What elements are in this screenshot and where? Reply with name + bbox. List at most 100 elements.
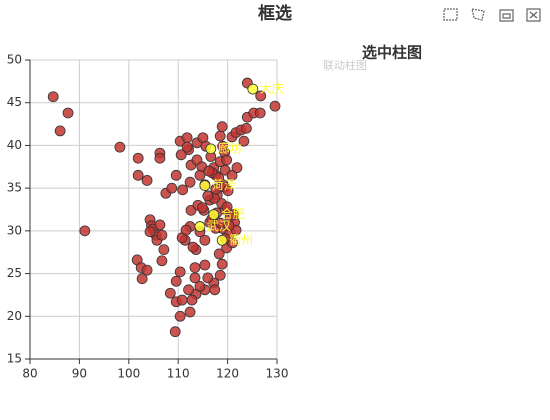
point [203,165,215,177]
point [187,241,199,253]
point-label: 菏泽 [212,178,236,192]
point [255,90,267,102]
point [209,284,221,296]
point [223,220,235,232]
point [208,209,220,221]
point [183,284,194,296]
point [132,152,144,164]
point [174,266,186,278]
y-tick-label: 50 [7,53,22,67]
point [177,184,189,196]
point [170,275,182,287]
point [202,272,214,284]
point [238,135,250,147]
point [136,273,148,285]
point [189,272,201,284]
point [194,221,206,232]
point [210,183,222,195]
point [216,234,228,246]
point [194,169,206,181]
point [231,162,243,174]
point-label: 廊坊 [218,140,242,155]
point [221,201,233,213]
point [62,107,74,119]
point [175,149,187,161]
point [141,264,153,276]
point [222,185,234,197]
x-tick-label: 100 [117,367,140,381]
point [240,122,252,134]
point-label: 衢州 [229,233,253,247]
point [226,169,238,181]
point [156,229,168,241]
point [181,141,193,153]
rect-select-icon[interactable] [443,8,458,21]
point [79,225,91,237]
point [156,255,168,267]
point [217,140,229,152]
point [197,202,208,214]
x-tick-label: 80 [22,367,37,381]
clear-select-icon[interactable] [526,8,541,22]
point [181,132,193,144]
y-tick-label: 30 [7,223,22,237]
point [154,152,166,164]
point [176,294,188,306]
point [214,130,226,142]
point [184,176,196,188]
point [213,172,225,184]
point [228,209,239,221]
point [199,180,211,191]
point [47,91,59,103]
point [164,287,176,299]
polygon-select-icon[interactable] [471,8,485,21]
point [221,154,233,166]
point [166,182,178,194]
point [254,107,266,119]
point [170,169,182,181]
x-tick-label: 90 [72,367,87,381]
point [132,169,144,181]
point [154,219,166,231]
point [202,190,214,202]
point [269,100,281,112]
point [141,175,153,186]
toolbox [443,8,541,22]
point-label: 合肥 [221,206,245,221]
y-tick-label: 20 [7,309,22,323]
chart-title: 框选 [258,3,292,24]
point [184,306,196,318]
point [216,258,228,270]
point [169,326,181,338]
x-tick-label: 110 [167,367,190,381]
bar-chart-title: 选中柱图 [362,44,422,62]
point-label: 大庆 [260,82,284,96]
y-tick-label: 15 [7,352,22,366]
point [194,280,206,292]
point [214,269,226,281]
point [158,244,170,256]
y-tick-label: 25 [7,266,22,280]
point [189,262,201,273]
x-tick-label: 130 [266,367,289,381]
legend-label: 联动柱图 [323,58,367,72]
point [144,226,156,238]
x-tick-label: 120 [216,367,239,381]
y-tick-label: 35 [7,181,22,195]
point [247,83,259,95]
point-label: 武汉 [207,219,231,233]
point [199,234,211,246]
y-tick-label: 40 [7,138,22,152]
point [174,310,186,322]
point [205,143,217,155]
y-tick-label: 45 [7,95,22,109]
keep-select-icon[interactable] [499,9,514,22]
point [114,141,126,153]
point [54,125,66,137]
point [180,224,192,236]
point [199,259,211,271]
point [186,294,198,306]
point [213,248,225,260]
point [216,121,228,133]
